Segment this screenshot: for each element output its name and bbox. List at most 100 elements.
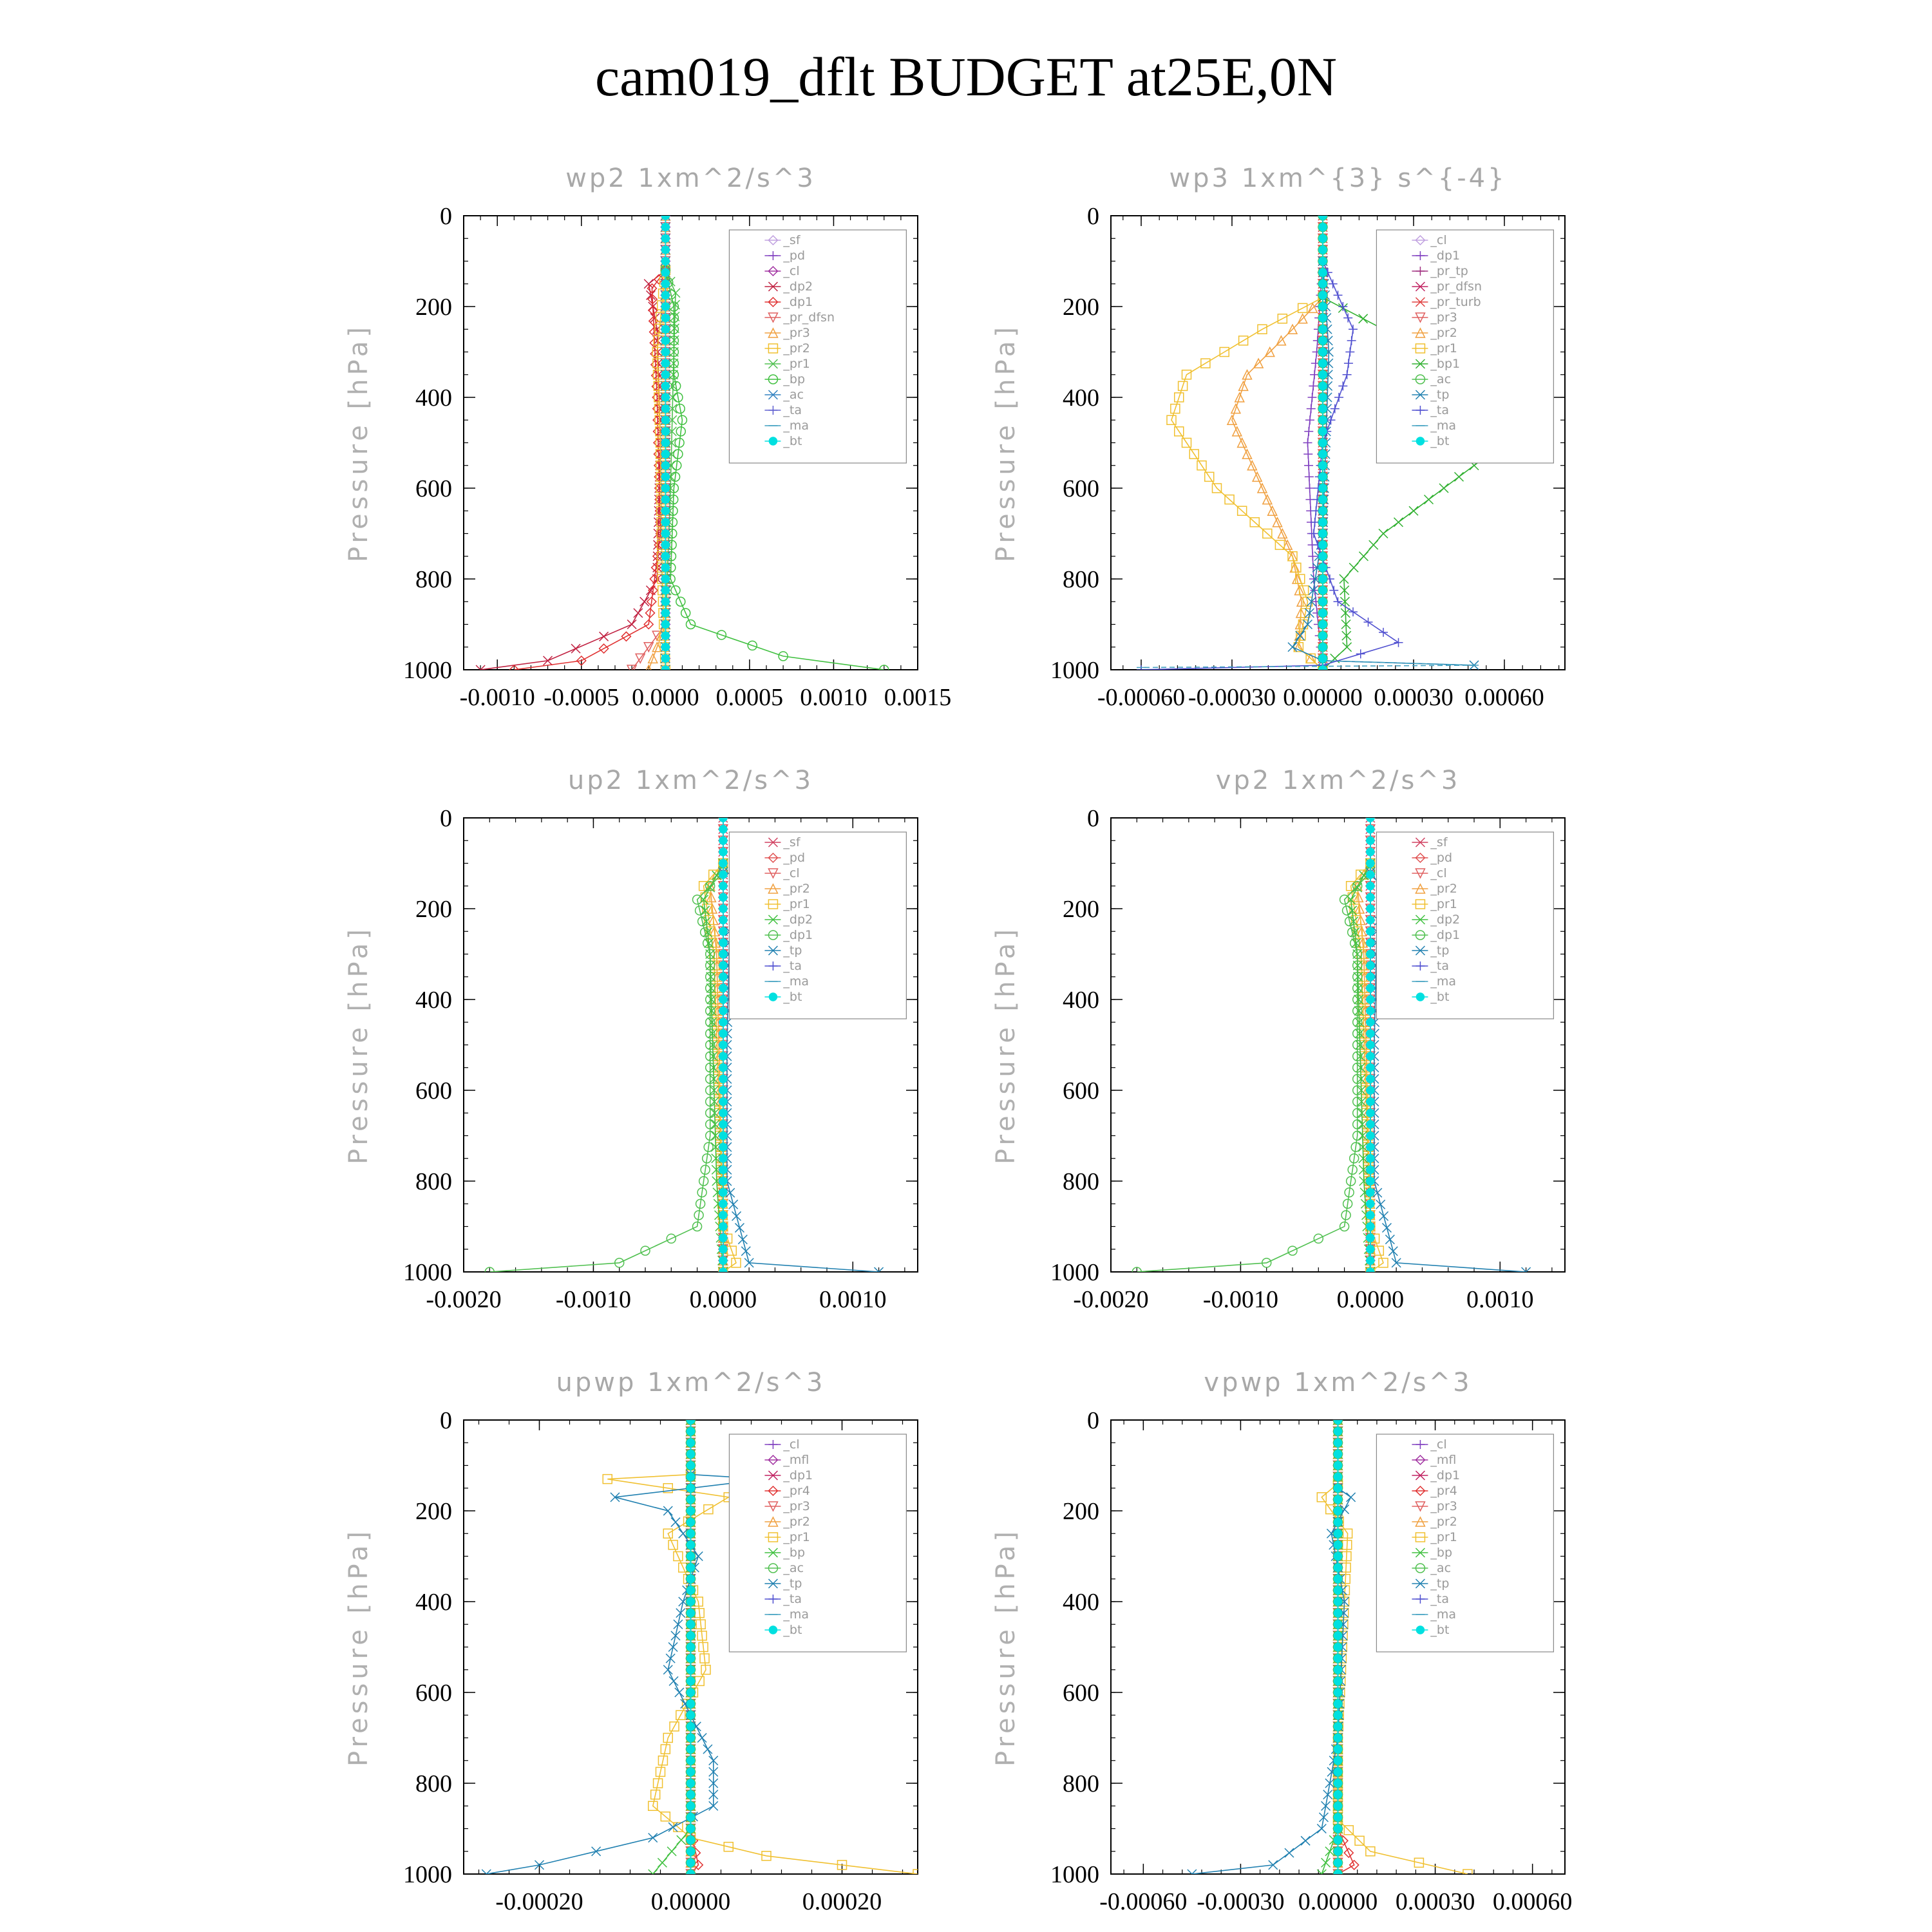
- legend-label: _pr3: [782, 326, 810, 340]
- data-point: [643, 619, 654, 630]
- data-point: [686, 1847, 696, 1856]
- data-point: [1318, 563, 1327, 573]
- data-point: [661, 506, 670, 515]
- data-point: [661, 529, 670, 538]
- data-point: [1333, 1517, 1343, 1527]
- legend-label: _pr3: [1430, 1499, 1457, 1513]
- legend-item: _bt: [764, 990, 802, 1004]
- data-point: [701, 1153, 712, 1164]
- legend-item: _dp2: [1412, 913, 1460, 927]
- data-point: [1333, 1710, 1343, 1719]
- data-point: [1262, 493, 1273, 505]
- data-point: [1306, 404, 1316, 413]
- data-point: [686, 1858, 696, 1868]
- data-point: [1333, 1495, 1343, 1504]
- data-point: [660, 1744, 671, 1754]
- data-point: [598, 643, 609, 654]
- y-tick-label: 200: [1063, 1498, 1099, 1525]
- data-point: [768, 390, 778, 400]
- data-point: [768, 1548, 778, 1558]
- data-point: [1366, 818, 1375, 822]
- series-pr2: [1226, 292, 1329, 670]
- series-line: [489, 872, 724, 1272]
- legend-box: [1376, 831, 1554, 1019]
- legend-item: _bp: [764, 1546, 805, 1560]
- data-point: [1340, 608, 1350, 618]
- series-bt: [661, 216, 670, 670]
- x-tick-label: 0.00030: [1396, 1888, 1475, 1915]
- data-point: [768, 1454, 779, 1466]
- data-point: [768, 1595, 778, 1604]
- data-point: [706, 994, 717, 1005]
- legend-label: _dp1: [1430, 249, 1460, 263]
- data-point: [1358, 1153, 1368, 1164]
- data-point: [686, 1710, 696, 1719]
- data-point: [1415, 281, 1425, 292]
- data-point: [1242, 448, 1253, 459]
- y-tick-label: 400: [1063, 1589, 1099, 1616]
- legend-label: _bt: [782, 434, 802, 448]
- legend-item: _pr3: [1412, 1499, 1457, 1513]
- data-point: [1333, 1699, 1343, 1709]
- data-point: [1354, 1006, 1364, 1016]
- legend-item: _mfl: [764, 1453, 809, 1467]
- data-point: [719, 1233, 728, 1242]
- data-point: [1343, 313, 1353, 323]
- data-point: [692, 895, 703, 905]
- legend-item: _ma: [1412, 974, 1456, 989]
- data-point: [665, 1653, 676, 1663]
- y-tick-label: 200: [415, 896, 452, 923]
- data-point: [1318, 359, 1327, 368]
- data-point: [734, 1222, 745, 1233]
- legend-item: _pr_turb: [1412, 295, 1481, 309]
- data-point: [1416, 992, 1425, 1001]
- data-point: [1366, 983, 1375, 993]
- data-point: [705, 1028, 715, 1039]
- data-point: [1341, 1210, 1351, 1220]
- legend-item: _dp1: [1412, 928, 1460, 942]
- chart-panel-1: wp2 1xm^2/s^3 Pressure [hPa] -0.0010 -0.000…: [344, 164, 951, 711]
- data-point: [534, 1860, 545, 1870]
- legend-item: _cl: [1412, 1437, 1447, 1452]
- data-point: [1137, 665, 1146, 670]
- data-point: [614, 1258, 625, 1268]
- data-point: [1287, 642, 1298, 652]
- y-tick-label: 600: [1063, 1680, 1099, 1707]
- data-point: [705, 881, 715, 891]
- data-point: [1187, 1869, 1197, 1874]
- data-point: [708, 1766, 719, 1777]
- legend-item: _dp1: [764, 295, 813, 309]
- data-point: [719, 1029, 728, 1038]
- legend-label: _ta: [782, 1592, 802, 1606]
- data-point: [1416, 1625, 1425, 1634]
- data-point: [705, 960, 715, 971]
- x-tick-label: -0.00030: [1188, 684, 1276, 711]
- legend-item: _ta: [764, 959, 802, 973]
- data-point: [1274, 540, 1285, 550]
- data-point: [647, 652, 658, 664]
- data-point: [1366, 1120, 1375, 1129]
- data-point: [1277, 314, 1288, 324]
- data-point: [1174, 426, 1184, 437]
- data-point: [719, 1188, 728, 1197]
- chart-panel-6: vpwp 1xm^2/s^3 Pressure [hPa] -0.00060 -0.0…: [991, 1368, 1572, 1915]
- data-point: [768, 1501, 779, 1512]
- legend-item: _pr_dfsn: [764, 310, 835, 325]
- data-point: [1287, 1245, 1298, 1256]
- y-tick-label: 400: [415, 1589, 452, 1616]
- data-point: [1352, 881, 1363, 891]
- data-point: [1415, 312, 1426, 323]
- data-point: [1439, 483, 1449, 493]
- data-point: [661, 597, 670, 606]
- data-point: [1352, 1130, 1363, 1141]
- legend-item: _bt: [764, 434, 802, 448]
- data-point: [1189, 449, 1199, 459]
- legend-label: _pr1: [1430, 897, 1457, 911]
- data-point: [1284, 1848, 1294, 1858]
- y-tick-label: 200: [1063, 294, 1099, 321]
- legend-label: _ta: [1430, 959, 1449, 973]
- data-point: [1333, 1813, 1343, 1822]
- data-point: [703, 1504, 714, 1515]
- data-point: [1415, 1563, 1426, 1573]
- data-point: [1204, 471, 1215, 482]
